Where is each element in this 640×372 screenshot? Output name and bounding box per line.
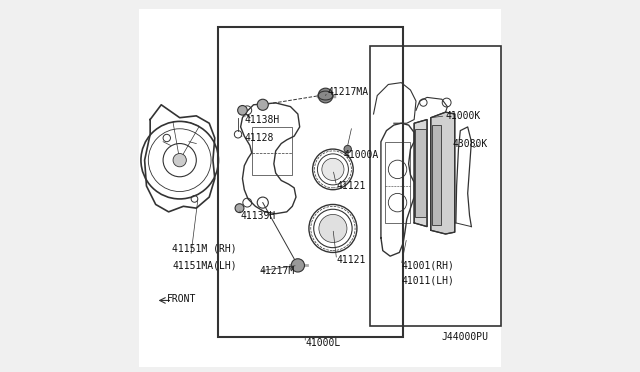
Circle shape — [291, 259, 305, 272]
Bar — [252, 127, 292, 175]
Text: 41151MA(LH): 41151MA(LH) — [172, 260, 237, 270]
Text: 41138H: 41138H — [244, 115, 280, 125]
Text: 41000K: 41000K — [445, 111, 481, 121]
Circle shape — [235, 204, 244, 212]
Text: J44000PU: J44000PU — [441, 332, 488, 342]
Text: 41121: 41121 — [337, 181, 366, 191]
Text: 41000A: 41000A — [344, 150, 380, 160]
Text: 41217MA: 41217MA — [328, 87, 369, 97]
Text: FRONT: FRONT — [167, 294, 196, 304]
Text: 41139H: 41139H — [241, 211, 276, 221]
Text: 43080K: 43080K — [452, 138, 488, 148]
Circle shape — [237, 106, 247, 115]
Circle shape — [257, 99, 268, 110]
Circle shape — [319, 214, 347, 243]
Bar — [240, 108, 245, 113]
Text: 41151M (RH): 41151M (RH) — [172, 244, 237, 254]
Text: 41000L: 41000L — [305, 338, 340, 348]
Text: 41121: 41121 — [337, 255, 366, 265]
Bar — [218, 27, 403, 337]
Text: 41128: 41128 — [244, 133, 274, 143]
Polygon shape — [414, 119, 427, 227]
Bar — [415, 129, 426, 217]
Text: 41217M: 41217M — [259, 266, 294, 276]
Circle shape — [344, 145, 351, 153]
Polygon shape — [431, 112, 455, 234]
Text: 41011(LH): 41011(LH) — [401, 275, 454, 285]
Bar — [385, 142, 410, 223]
Bar — [370, 46, 501, 326]
Circle shape — [318, 88, 333, 103]
Text: 41001(RH): 41001(RH) — [401, 260, 454, 270]
Wedge shape — [173, 121, 199, 160]
Circle shape — [322, 158, 344, 180]
Circle shape — [173, 154, 186, 167]
Bar — [432, 125, 441, 225]
